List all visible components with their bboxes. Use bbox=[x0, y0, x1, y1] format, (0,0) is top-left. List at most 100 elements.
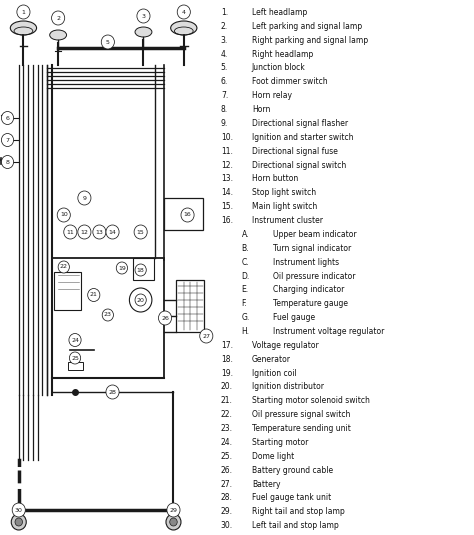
Text: Oil pressure signal switch: Oil pressure signal switch bbox=[252, 410, 350, 419]
Text: Directional signal switch: Directional signal switch bbox=[252, 160, 346, 170]
Text: 1: 1 bbox=[21, 10, 26, 14]
Text: Generator: Generator bbox=[252, 355, 291, 364]
Circle shape bbox=[102, 309, 113, 321]
Text: 10: 10 bbox=[60, 212, 68, 218]
Text: 22.: 22. bbox=[221, 410, 233, 419]
Text: 1.: 1. bbox=[221, 8, 228, 17]
Text: 24: 24 bbox=[71, 338, 79, 342]
Circle shape bbox=[12, 503, 25, 517]
Text: 20.: 20. bbox=[221, 383, 233, 392]
Text: 20: 20 bbox=[137, 297, 145, 302]
Text: Fuel gauge: Fuel gauge bbox=[273, 313, 315, 322]
Text: 14.: 14. bbox=[221, 188, 233, 197]
Text: G.: G. bbox=[241, 313, 250, 322]
Text: 23: 23 bbox=[104, 312, 112, 317]
Bar bbox=[55, 272, 81, 310]
Circle shape bbox=[106, 225, 119, 239]
Text: F.: F. bbox=[241, 299, 247, 308]
Text: 16: 16 bbox=[183, 212, 191, 218]
Text: 8: 8 bbox=[6, 159, 9, 164]
Text: 19.: 19. bbox=[221, 369, 233, 378]
Text: 26.: 26. bbox=[221, 465, 233, 475]
Text: 28: 28 bbox=[109, 389, 117, 394]
Text: 6.: 6. bbox=[221, 78, 228, 86]
Circle shape bbox=[135, 264, 146, 276]
Circle shape bbox=[158, 311, 172, 325]
Circle shape bbox=[137, 9, 150, 23]
Circle shape bbox=[106, 385, 119, 399]
Text: 15: 15 bbox=[137, 230, 145, 234]
Text: 22: 22 bbox=[60, 264, 68, 270]
Text: D.: D. bbox=[241, 271, 250, 280]
Text: Instrument cluster: Instrument cluster bbox=[252, 216, 323, 225]
Circle shape bbox=[200, 329, 213, 343]
Text: 11.: 11. bbox=[221, 147, 233, 156]
Text: 29.: 29. bbox=[221, 507, 233, 516]
Text: Temperature gauge: Temperature gauge bbox=[273, 299, 347, 308]
Circle shape bbox=[69, 333, 81, 347]
Text: 5: 5 bbox=[106, 40, 110, 44]
Text: 12: 12 bbox=[81, 230, 88, 234]
Text: 10.: 10. bbox=[221, 133, 233, 142]
Text: Ignition distributor: Ignition distributor bbox=[252, 383, 324, 392]
Text: 26: 26 bbox=[161, 316, 169, 320]
Text: 12.: 12. bbox=[221, 160, 233, 170]
Circle shape bbox=[11, 514, 26, 530]
Text: Right parking and signal lamp: Right parking and signal lamp bbox=[252, 36, 368, 45]
Circle shape bbox=[134, 225, 147, 239]
Text: 28.: 28. bbox=[221, 493, 233, 502]
Text: Oil pressure indicator: Oil pressure indicator bbox=[273, 271, 355, 280]
Text: Dome light: Dome light bbox=[252, 452, 294, 461]
Text: Instrument lights: Instrument lights bbox=[273, 258, 338, 266]
Text: Directional signal fuse: Directional signal fuse bbox=[252, 147, 337, 156]
Text: Left parking and signal lamp: Left parking and signal lamp bbox=[252, 22, 362, 31]
Text: 8.: 8. bbox=[221, 105, 228, 114]
Text: 7.: 7. bbox=[221, 91, 228, 100]
Text: H.: H. bbox=[241, 327, 249, 336]
Text: 25.: 25. bbox=[221, 452, 233, 461]
Circle shape bbox=[52, 11, 64, 25]
Text: Foot dimmer switch: Foot dimmer switch bbox=[252, 78, 328, 86]
Circle shape bbox=[135, 294, 146, 306]
Text: Starting motor solenoid switch: Starting motor solenoid switch bbox=[252, 396, 370, 406]
Text: Horn relay: Horn relay bbox=[252, 91, 292, 100]
Text: Right tail and stop lamp: Right tail and stop lamp bbox=[252, 507, 345, 516]
Text: 27: 27 bbox=[202, 333, 210, 339]
Text: 21.: 21. bbox=[221, 396, 233, 406]
Text: 11: 11 bbox=[66, 230, 74, 234]
Text: 9.: 9. bbox=[221, 119, 228, 128]
Text: Battery ground cable: Battery ground cable bbox=[252, 465, 333, 475]
Circle shape bbox=[57, 208, 70, 222]
Circle shape bbox=[88, 288, 100, 302]
Text: Fuel gauge tank unit: Fuel gauge tank unit bbox=[252, 493, 331, 502]
Text: 9: 9 bbox=[82, 195, 86, 201]
Ellipse shape bbox=[10, 21, 36, 35]
Text: Directional signal flasher: Directional signal flasher bbox=[252, 119, 348, 128]
Text: 4: 4 bbox=[182, 10, 186, 14]
Text: 29: 29 bbox=[170, 508, 177, 513]
Circle shape bbox=[101, 35, 114, 49]
Text: 18: 18 bbox=[137, 268, 145, 272]
Text: 27.: 27. bbox=[221, 479, 233, 488]
Circle shape bbox=[1, 111, 14, 125]
Text: 14: 14 bbox=[109, 230, 117, 234]
Text: 21: 21 bbox=[90, 293, 98, 297]
Text: 5.: 5. bbox=[221, 64, 228, 73]
Text: 13: 13 bbox=[95, 230, 103, 234]
Bar bbox=[176, 280, 204, 332]
Circle shape bbox=[64, 225, 77, 239]
Text: 3.: 3. bbox=[221, 36, 228, 45]
Text: 2: 2 bbox=[56, 16, 60, 20]
Ellipse shape bbox=[50, 30, 66, 40]
Circle shape bbox=[58, 261, 69, 273]
Text: Horn button: Horn button bbox=[252, 174, 298, 184]
Circle shape bbox=[170, 518, 177, 526]
Text: Charging indicator: Charging indicator bbox=[273, 285, 344, 294]
Text: Starting motor: Starting motor bbox=[252, 438, 308, 447]
Circle shape bbox=[166, 514, 181, 530]
Text: 18.: 18. bbox=[221, 355, 233, 364]
Text: Stop light switch: Stop light switch bbox=[252, 188, 316, 197]
Text: Junction block: Junction block bbox=[252, 64, 306, 73]
Text: 16.: 16. bbox=[221, 216, 233, 225]
Text: Horn: Horn bbox=[252, 105, 270, 114]
